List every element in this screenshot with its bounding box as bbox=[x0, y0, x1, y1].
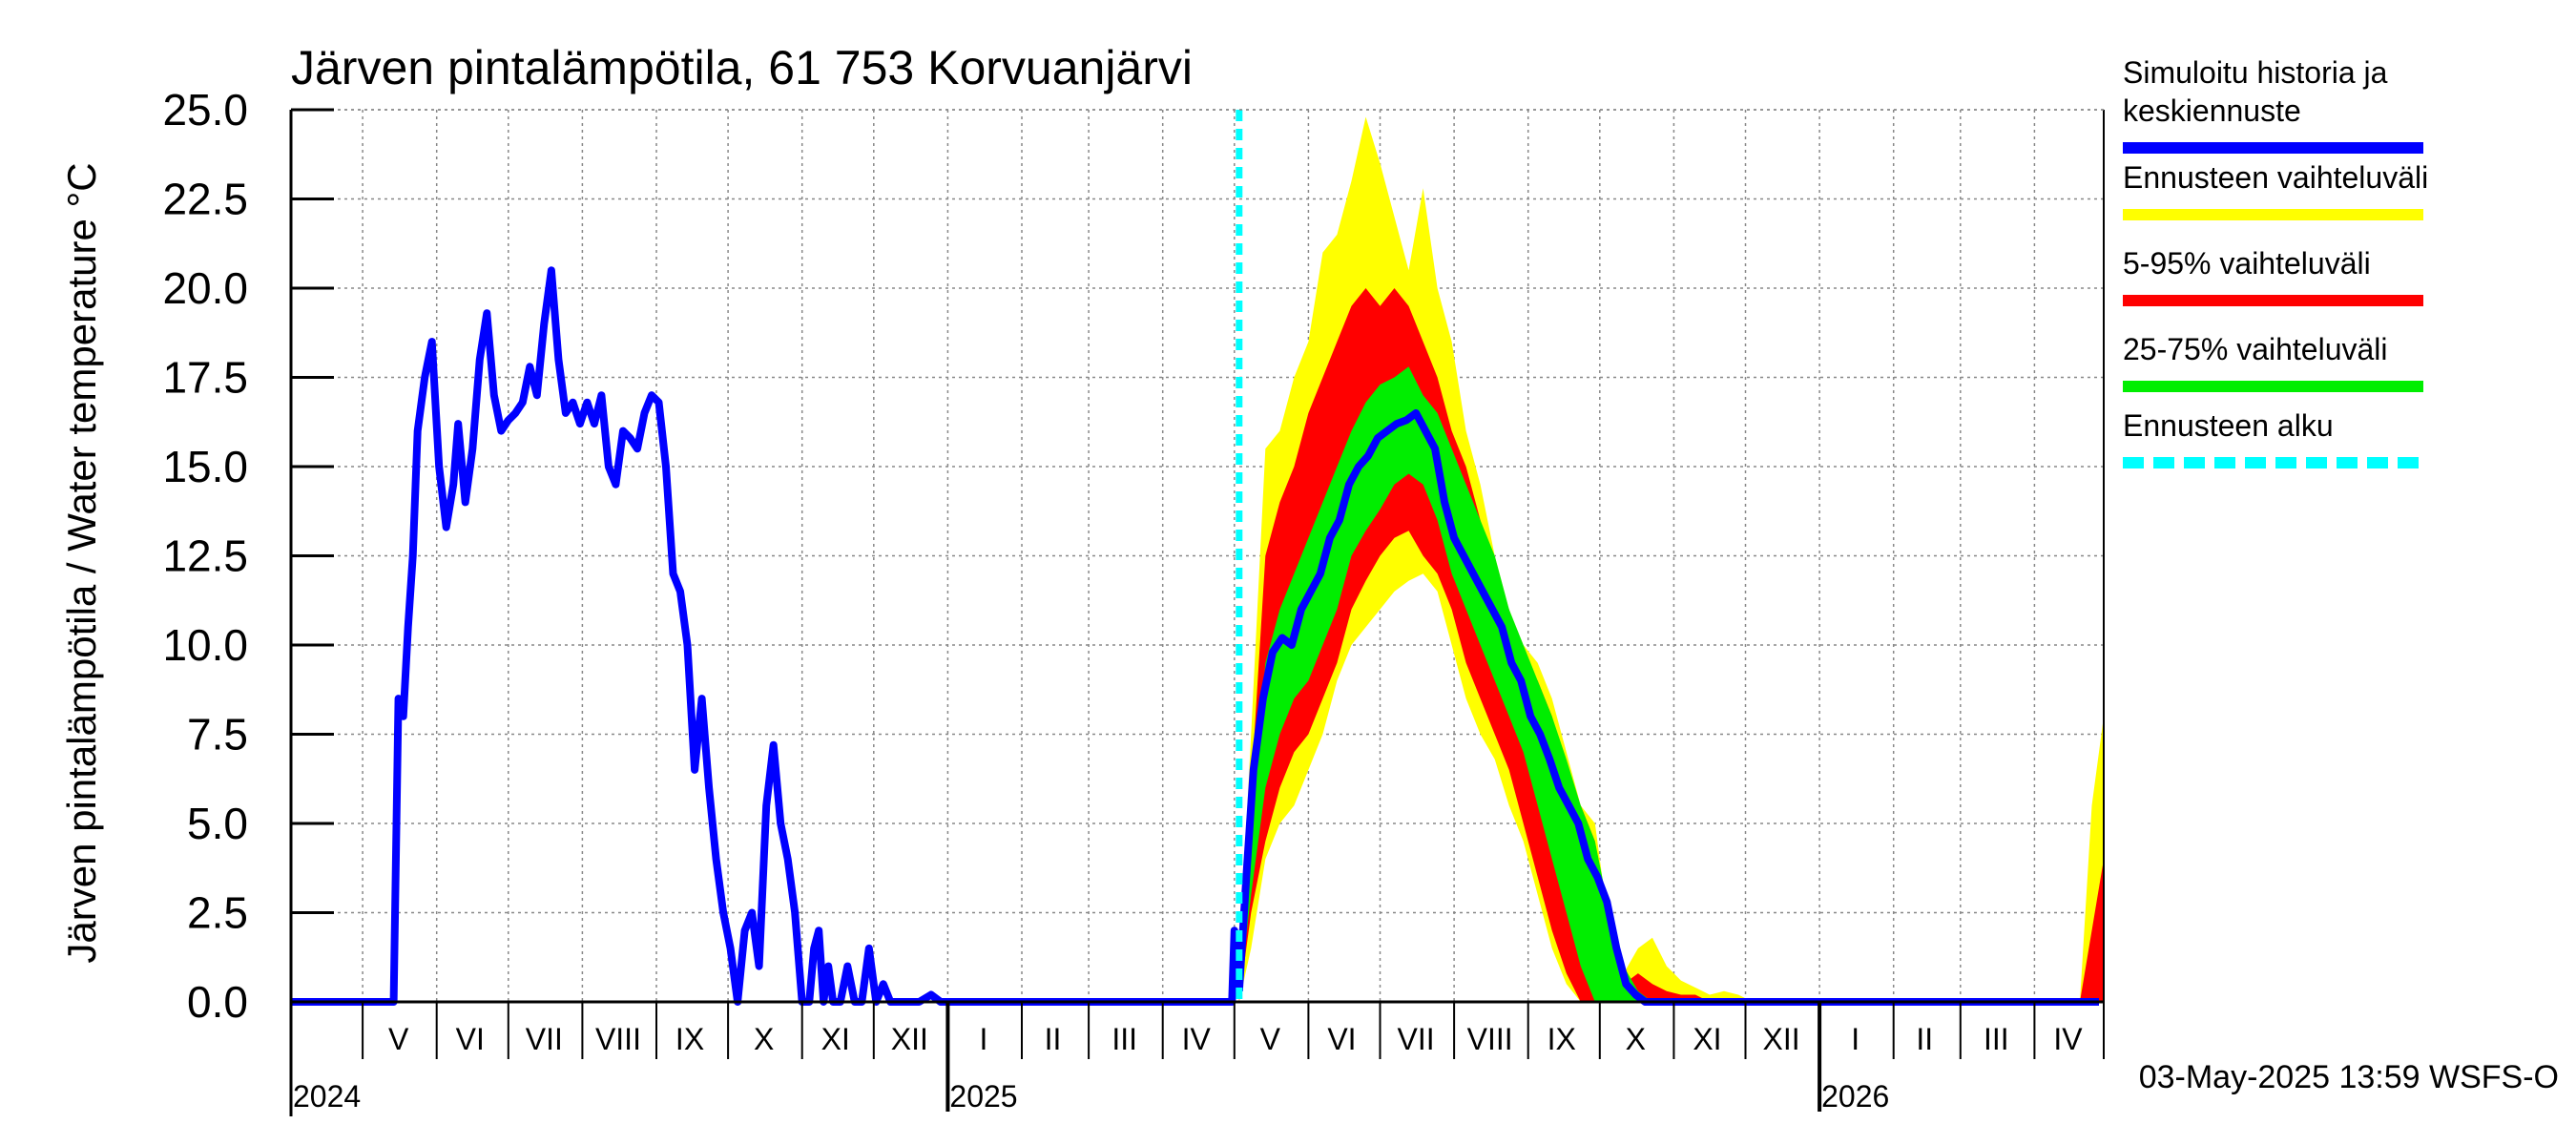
x-month-label: IX bbox=[1548, 1022, 1576, 1056]
x-month-label: VII bbox=[526, 1022, 563, 1056]
x-year-label: 2024 bbox=[293, 1079, 361, 1114]
x-month-label: X bbox=[1626, 1022, 1646, 1056]
legend-label: Ennusteen alku bbox=[2123, 408, 2334, 443]
median-forecast-line bbox=[1235, 408, 1672, 1006]
x-year-label: 2025 bbox=[949, 1079, 1017, 1114]
x-month-label: XI bbox=[1693, 1022, 1721, 1056]
x-month-label: II bbox=[1916, 1022, 1933, 1056]
x-month-label: VI bbox=[456, 1022, 485, 1056]
y-tick-label: 7.5 bbox=[187, 710, 248, 760]
y-tick-label: 5.0 bbox=[187, 799, 248, 848]
legend-label: Simuloitu historia ja bbox=[2123, 55, 2388, 90]
x-month-label: III bbox=[1984, 1022, 2009, 1056]
x-month-label: X bbox=[754, 1022, 774, 1056]
x-month-label: VI bbox=[1327, 1022, 1356, 1056]
y-tick-label: 12.5 bbox=[162, 531, 248, 581]
legend-label: 25-75% vaihteluväli bbox=[2123, 332, 2388, 366]
y-tick-label: 17.5 bbox=[162, 353, 248, 403]
ticks-layer: 0.0 2.5 5.0 7.5 10.0 12.5 15.0 17.5 20.0 22.5 25.0… bbox=[162, 85, 2083, 1114]
legend-label: keskiennuste bbox=[2123, 94, 2301, 128]
x-month-label: II bbox=[1045, 1022, 1062, 1056]
x-month-label: IX bbox=[675, 1022, 704, 1056]
x-month-label: VII bbox=[1397, 1022, 1434, 1056]
y-tick-label: 22.5 bbox=[162, 175, 248, 224]
x-month-label: XII bbox=[1762, 1022, 1799, 1056]
legend-label: Ennusteen vaihteluväli bbox=[2123, 160, 2428, 195]
y-tick-label: 0.0 bbox=[187, 977, 248, 1027]
y-tick-label: 10.0 bbox=[162, 620, 248, 670]
chart-title: Järven pintalämpötila, 61 753 Korvuanjär… bbox=[291, 41, 1193, 94]
p25-75-band bbox=[1238, 366, 1667, 1002]
x-month-label: I bbox=[980, 1022, 988, 1056]
grid-layer bbox=[291, 109, 2104, 1002]
x-month-label: VIII bbox=[1467, 1022, 1513, 1056]
y-tick-label: 25.0 bbox=[162, 85, 248, 135]
footer-timestamp: 03-May-2025 13:59 WSFS-O bbox=[2139, 1059, 2559, 1095]
x-month-label: XII bbox=[891, 1022, 928, 1056]
x-year-label: 2026 bbox=[1821, 1079, 1889, 1114]
x-month-label: V bbox=[1260, 1022, 1281, 1056]
y-tick-label: 2.5 bbox=[187, 888, 248, 938]
x-month-label: III bbox=[1111, 1022, 1137, 1056]
range-band bbox=[1238, 116, 2104, 1002]
x-month-label: I bbox=[1851, 1022, 1859, 1056]
x-month-label: VIII bbox=[595, 1022, 641, 1056]
x-month-label: XI bbox=[821, 1022, 850, 1056]
legend: Simuloitu historia ja keskiennuste Ennuste… bbox=[2123, 55, 2428, 468]
y-tick-label: 15.0 bbox=[162, 442, 248, 491]
axes-layer bbox=[289, 109, 2105, 1116]
y-axis-label: Järven pintalämpötila / Water temperatur… bbox=[59, 162, 104, 963]
bands-layer bbox=[1238, 116, 2104, 1002]
legend-label: 5-95% vaihteluväli bbox=[2123, 246, 2371, 281]
x-month-label: IV bbox=[2053, 1022, 2083, 1056]
y-tick-label: 20.0 bbox=[162, 263, 248, 313]
x-month-label: V bbox=[388, 1022, 409, 1056]
history-line bbox=[291, 266, 1243, 1006]
x-month-label: IV bbox=[1182, 1022, 1212, 1056]
